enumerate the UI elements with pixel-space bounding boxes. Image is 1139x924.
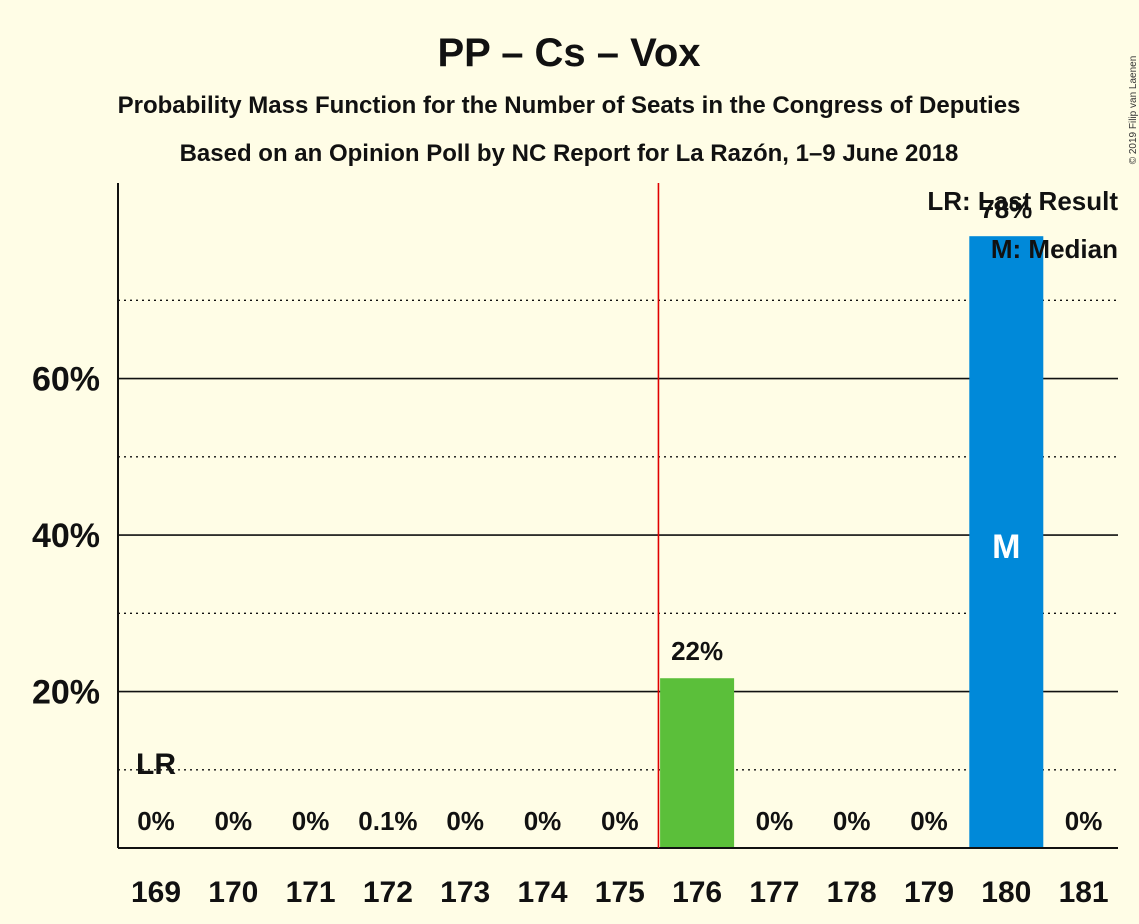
value-labels: 0% 169 0% 170 0% 171 0.1% 172 0% 173 0% 174 0% 175 22%… [131,194,1109,909]
last-result-marker: LR [136,748,176,781]
x-tick-label-174: 174 [517,876,567,909]
gridlines: 20% 40% 60% [32,299,1118,771]
x-tick-label-177: 177 [749,876,799,909]
x-tick-label-175: 175 [595,876,645,909]
value-label-175: 0% [601,806,639,836]
x-tick-label-179: 179 [904,876,954,909]
legend: LR: Last Result M: Median [927,186,1118,264]
y-tick-label-60: 60% [32,361,100,399]
value-label-171: 0% [292,806,330,836]
markers: LR M [136,528,1020,781]
x-tick-label-170: 170 [208,876,258,909]
bar-176 [660,678,735,848]
chart-subtitle-source: Based on an Opinion Poll by NC Report fo… [180,140,959,167]
y-tick-label-40: 40% [32,517,100,555]
x-tick-label-176: 176 [672,876,722,909]
legend-median: M: Median [991,234,1118,264]
legend-last-result: LR: Last Result [927,186,1118,216]
median-marker: M [992,528,1020,566]
x-tick-label-181: 181 [1059,876,1109,909]
value-label-178: 0% [833,806,871,836]
x-tick-label-180: 180 [981,876,1031,909]
x-tick-label-173: 173 [440,876,490,909]
copyright-notice: © 2019 Filip van Laenen [1128,56,1139,165]
value-label-177: 0% [756,806,794,836]
y-tick-label-20: 20% [32,674,100,712]
x-tick-label-178: 178 [827,876,877,909]
value-label-181: 0% [1065,806,1103,836]
chart-title: PP – Cs – Vox [437,31,700,75]
value-label-169: 0% [137,806,175,836]
value-label-172: 0.1% [358,806,417,836]
axes [117,183,1118,849]
value-label-170: 0% [215,806,253,836]
bars [660,236,1044,848]
x-tick-label-169: 169 [131,876,181,909]
x-tick-label-172: 172 [363,876,413,909]
bar-180 [969,236,1044,848]
value-label-180: 78% [980,194,1032,224]
value-label-176: 22% [671,636,723,666]
value-label-174: 0% [524,806,562,836]
x-tick-label-171: 171 [286,876,336,909]
chart-subtitle: Probability Mass Function for the Number… [118,92,1021,119]
value-label-173: 0% [446,806,484,836]
value-label-179: 0% [910,806,948,836]
